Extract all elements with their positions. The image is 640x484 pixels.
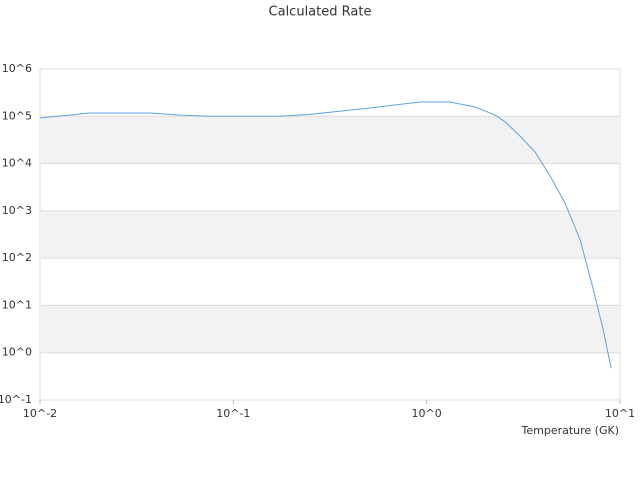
chart-title: Calculated Rate xyxy=(269,5,372,20)
x-tick-label: 10^0 xyxy=(412,407,442,420)
x-axis-label: Temperature (GK) xyxy=(521,424,620,437)
y-tick-label: 10^-1 xyxy=(0,393,32,406)
y-tick-label: 10^4 xyxy=(2,157,32,170)
y-tick-label: 10^5 xyxy=(2,109,32,122)
grid-band xyxy=(40,305,620,353)
y-tick-label: 10^0 xyxy=(2,346,32,359)
grid-band xyxy=(40,210,620,259)
line xyxy=(39,101,612,369)
x-tick-label: 10^-2 xyxy=(23,407,57,420)
y-tick-label: 10^6 xyxy=(2,62,32,75)
y-tick-label: 10^1 xyxy=(2,298,32,311)
grid-band xyxy=(40,116,620,164)
y-tick-label: 10^3 xyxy=(2,204,32,217)
x-tick-label: 10^-1 xyxy=(216,407,250,420)
y-tick-label: 10^2 xyxy=(2,251,32,264)
x-tick-label: 10^1 xyxy=(605,407,635,420)
